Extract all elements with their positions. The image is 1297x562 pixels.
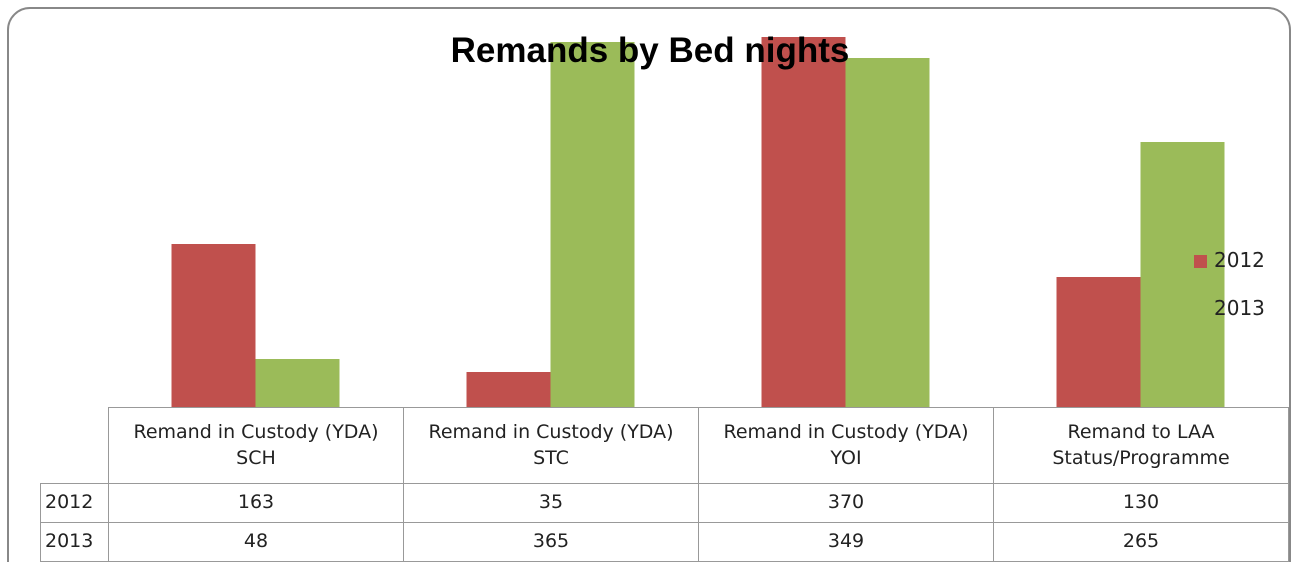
table-value-cell: 265 — [993, 522, 1289, 562]
bar — [845, 58, 930, 407]
table-value-cell: 349 — [698, 522, 994, 562]
bar — [1056, 277, 1141, 407]
table-header-cell: Remand in Custody (YDA) SCH — [108, 407, 404, 484]
table-header-cell: Remand in Custody (YDA) STC — [403, 407, 699, 484]
table-header-cell: Remand to LAA Status/Programme — [993, 407, 1289, 484]
legend-swatch — [1194, 255, 1207, 268]
legend-label: 2013 — [1214, 296, 1265, 320]
table-value-cell: 35 — [403, 483, 699, 523]
table-value-cell: 163 — [108, 483, 404, 523]
legend-label: 2012 — [1214, 248, 1265, 272]
legend-swatch — [1194, 303, 1207, 316]
table-value-cell: 365 — [403, 522, 699, 562]
table-value-cell: 130 — [993, 483, 1289, 523]
chart-frame — [7, 7, 1291, 562]
bar — [171, 244, 256, 407]
table-row-label: 2012 — [40, 483, 109, 523]
bar — [466, 372, 551, 407]
table-header-cell: Remand in Custody (YDA) YOI — [698, 407, 994, 484]
bar — [1140, 142, 1225, 407]
chart-title: Remands by Bed nights — [451, 31, 850, 70]
table-value-cell: 48 — [108, 522, 404, 562]
bar — [761, 37, 846, 407]
bar — [550, 42, 635, 407]
bar — [255, 359, 340, 407]
table-value-cell: 370 — [698, 483, 994, 523]
table-row-label: 2013 — [40, 522, 109, 562]
